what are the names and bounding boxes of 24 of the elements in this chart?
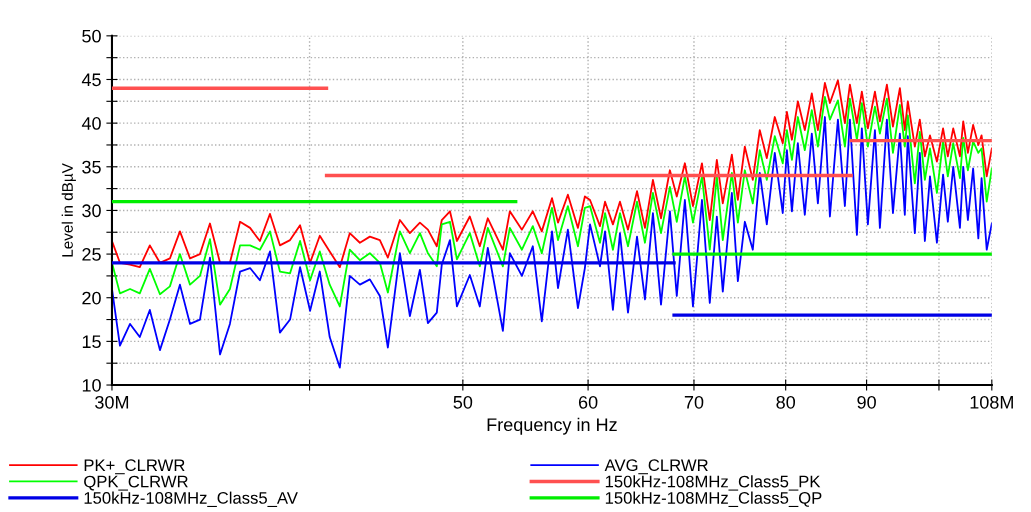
legend-label: 150kHz-108MHz_Class5_QP: [605, 491, 822, 507]
y-tick-label: 35: [82, 160, 101, 174]
y-tick-label: 50: [82, 29, 101, 43]
y-tick-label: 45: [81, 73, 101, 87]
y-tick-label: 40: [81, 117, 101, 130]
y-tick-label: 25: [82, 248, 101, 261]
legend-label: QPK_CLRWR: [84, 475, 188, 491]
y-tick-label: 30: [82, 204, 101, 218]
x-tick-label: 50: [453, 395, 473, 409]
y-tick-label: 10: [82, 378, 101, 392]
x-tick-label: 108M: [970, 395, 1013, 409]
x-axis-title: Frequency in Hz: [487, 417, 617, 435]
legend-label: PK+_CLRWR: [84, 459, 185, 475]
legend-label: 150kHz-108MHz_Class5_AV: [84, 491, 298, 507]
x-tick-label: 60: [578, 395, 598, 409]
x-tick-label: 70: [684, 395, 704, 409]
x-tick-label: 90: [857, 395, 876, 409]
y-tick-label: 20: [82, 291, 101, 305]
x-tick-label: 80: [776, 395, 796, 409]
x-tick-label: 30M: [95, 395, 129, 409]
legend-label: 150kHz-108MHz_Class5_PK: [605, 475, 821, 491]
legend-label: AVG_CLRWR: [604, 459, 708, 475]
y-tick-label: 15: [82, 335, 101, 349]
y-axis-title: Level in dBµV: [61, 163, 76, 257]
